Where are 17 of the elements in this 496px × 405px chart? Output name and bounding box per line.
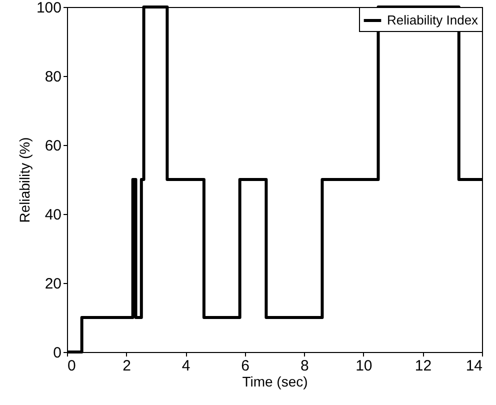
x-tick-label: 12 bbox=[414, 358, 432, 374]
y-tick-label: 80 bbox=[44, 68, 62, 86]
x-tick-label: 4 bbox=[182, 358, 190, 374]
y-tick-label: 40 bbox=[44, 206, 62, 224]
y-tick-label: 0 bbox=[53, 344, 62, 362]
y-tick-label: 100 bbox=[36, 0, 62, 16]
legend-label: Reliability Index bbox=[387, 12, 479, 28]
y-axis-title: Reliability (%) bbox=[16, 137, 32, 223]
x-tick-label: 0 bbox=[68, 358, 76, 374]
x-tick-label: 10 bbox=[356, 358, 372, 374]
x-tick-label: 2 bbox=[122, 358, 131, 374]
x-tick-label: 8 bbox=[300, 358, 309, 374]
x-axis-title: Time (sec) bbox=[242, 374, 308, 390]
y-tick-label: 60 bbox=[44, 138, 62, 154]
x-tick-label: 14 bbox=[466, 358, 482, 374]
x-tick-label: 6 bbox=[241, 358, 250, 374]
y-tick-label: 20 bbox=[44, 276, 62, 292]
